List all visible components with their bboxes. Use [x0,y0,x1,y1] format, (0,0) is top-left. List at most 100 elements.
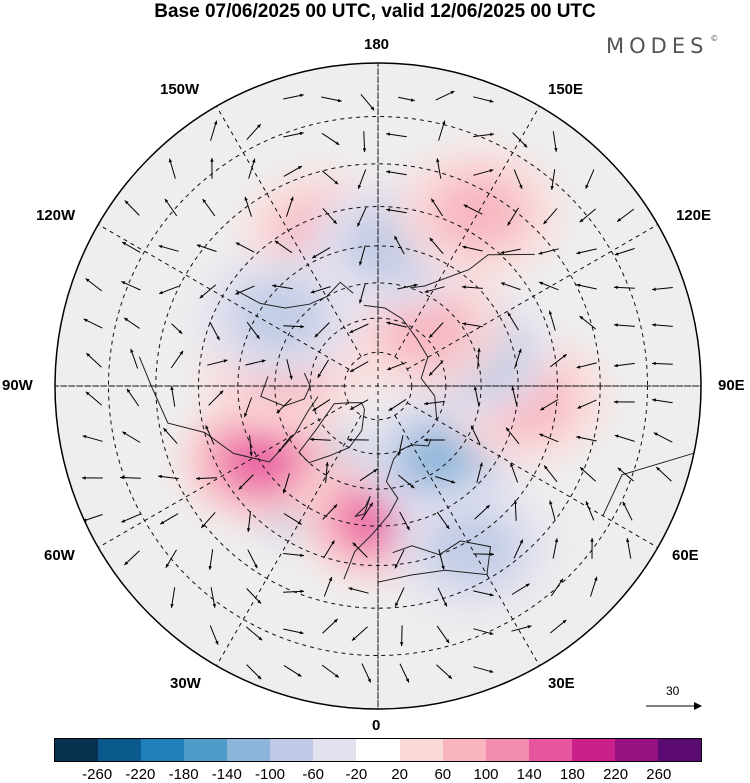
lon-label-90e: 90E [718,377,745,394]
wind-arrow [540,399,559,411]
wind-arrow [286,196,294,217]
lon-label-90w: 90W [2,377,33,394]
wind-arrow [394,235,405,255]
wind-arrow [511,583,530,595]
wind-arrow [473,132,494,138]
wind-arrow [549,353,568,368]
wind-arrow [322,208,338,225]
colorbar-segment [614,739,658,761]
wind-arrow [321,170,339,185]
wind-arrow [199,284,217,299]
wind-arrow [394,587,405,607]
wind-arrow [652,323,673,327]
wind-arrow [461,285,483,289]
coastline-segment [343,438,432,580]
wind-arrow [590,537,594,559]
colorbar-segment [270,739,314,761]
wind-arrow [577,399,597,409]
wind-arrow [655,466,672,482]
wind-arrow [85,352,102,368]
wind-arrow [282,473,290,494]
wind-arrow [124,550,140,566]
wind-arrow [312,398,331,412]
wind-arrow [473,590,494,597]
wind-arrow [349,323,369,334]
wind-arrow [398,96,415,102]
wind-arrow [310,286,331,294]
wind-arrow [210,587,216,608]
colorbar [54,738,702,762]
wind-arrow [124,200,140,216]
wind-arrow [388,398,407,412]
wind-arrow [170,350,184,369]
coastlines [138,253,695,583]
wind-arrow [435,476,456,484]
coastline-segment [260,372,311,407]
wind-arrow [428,322,444,339]
wind-arrow [323,576,333,597]
wind-arrow [283,93,304,100]
wind-arrow [272,284,293,290]
wind-arrow [590,576,598,597]
wind-arrow [585,169,595,189]
lon-label-30e: 30E [548,675,575,692]
wind-arrow [317,359,329,378]
wind-arrow [246,123,262,140]
wind-arrow [474,504,491,520]
wind-arrow [473,96,494,103]
wind-arrow [200,512,216,529]
map-border [54,62,702,710]
wind-arrow [244,196,252,217]
wind-arrow [322,504,338,520]
wind-arrow [247,549,258,569]
wind-arrow [617,467,635,482]
colorbar-segment [184,739,228,761]
wind-arrow [209,321,220,341]
wind-arrow [550,578,564,597]
wind-arrow [436,511,450,530]
wind-arrow [274,240,293,254]
wind-arrow [286,359,293,380]
wind-arrow [208,390,224,406]
wind-arrow [321,664,340,678]
meridian-line [185,414,362,709]
wind-arrow [505,427,520,445]
wind-arrow [349,399,369,411]
coastline-segment [377,540,492,583]
wind-arrow [347,438,369,442]
wind-arrow [210,120,218,141]
lon-label-60w: 60W [44,547,75,564]
colorbar-segment [399,739,443,761]
wind-arrow [205,425,215,445]
wind-arrow [321,132,340,146]
colorbar-segment [528,739,572,761]
wind-arrow [158,245,179,252]
wind-arrow [386,208,407,214]
wind-arrow [436,625,450,644]
wind-arrow [121,513,141,523]
wind-arrow [123,317,140,329]
wind-arrow [477,347,481,369]
wind-arrow [359,283,366,304]
brand-mark: © [710,34,719,43]
coastline-segment [409,253,535,289]
wind-arrow [397,435,404,456]
wind-arrow [549,500,556,521]
meridian-line [55,402,350,579]
wind-arrow [613,285,635,290]
wind-arrow [159,513,179,525]
wind-arrow [121,241,141,253]
wind-arrow [235,285,255,295]
wind-arrow [548,310,556,331]
wind-arrow [549,619,567,634]
wind-arrow [170,386,176,407]
wind-arrow [513,499,518,521]
wind-arrow [550,169,556,190]
wind-arrow [359,468,378,482]
wind-arrow [543,208,558,225]
wind-arrow [119,475,141,480]
lon-label-120w: 120W [36,207,76,224]
wind-arrow [195,476,217,481]
